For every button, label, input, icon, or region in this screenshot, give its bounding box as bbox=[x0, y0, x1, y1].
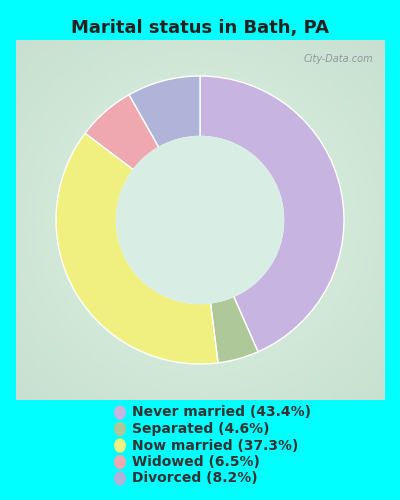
Text: Widowed (6.5%): Widowed (6.5%) bbox=[132, 455, 260, 469]
Text: Never married (43.4%): Never married (43.4%) bbox=[132, 406, 311, 419]
Text: City-Data.com: City-Data.com bbox=[303, 54, 373, 64]
Wedge shape bbox=[210, 296, 258, 363]
Wedge shape bbox=[129, 76, 200, 148]
Wedge shape bbox=[200, 76, 344, 352]
Text: Divorced (8.2%): Divorced (8.2%) bbox=[132, 472, 258, 486]
Wedge shape bbox=[85, 94, 159, 170]
Text: Marital status in Bath, PA: Marital status in Bath, PA bbox=[71, 18, 329, 36]
Text: Separated (4.6%): Separated (4.6%) bbox=[132, 422, 270, 436]
Text: Now married (37.3%): Now married (37.3%) bbox=[132, 438, 298, 452]
Wedge shape bbox=[56, 133, 218, 364]
Circle shape bbox=[116, 136, 284, 304]
